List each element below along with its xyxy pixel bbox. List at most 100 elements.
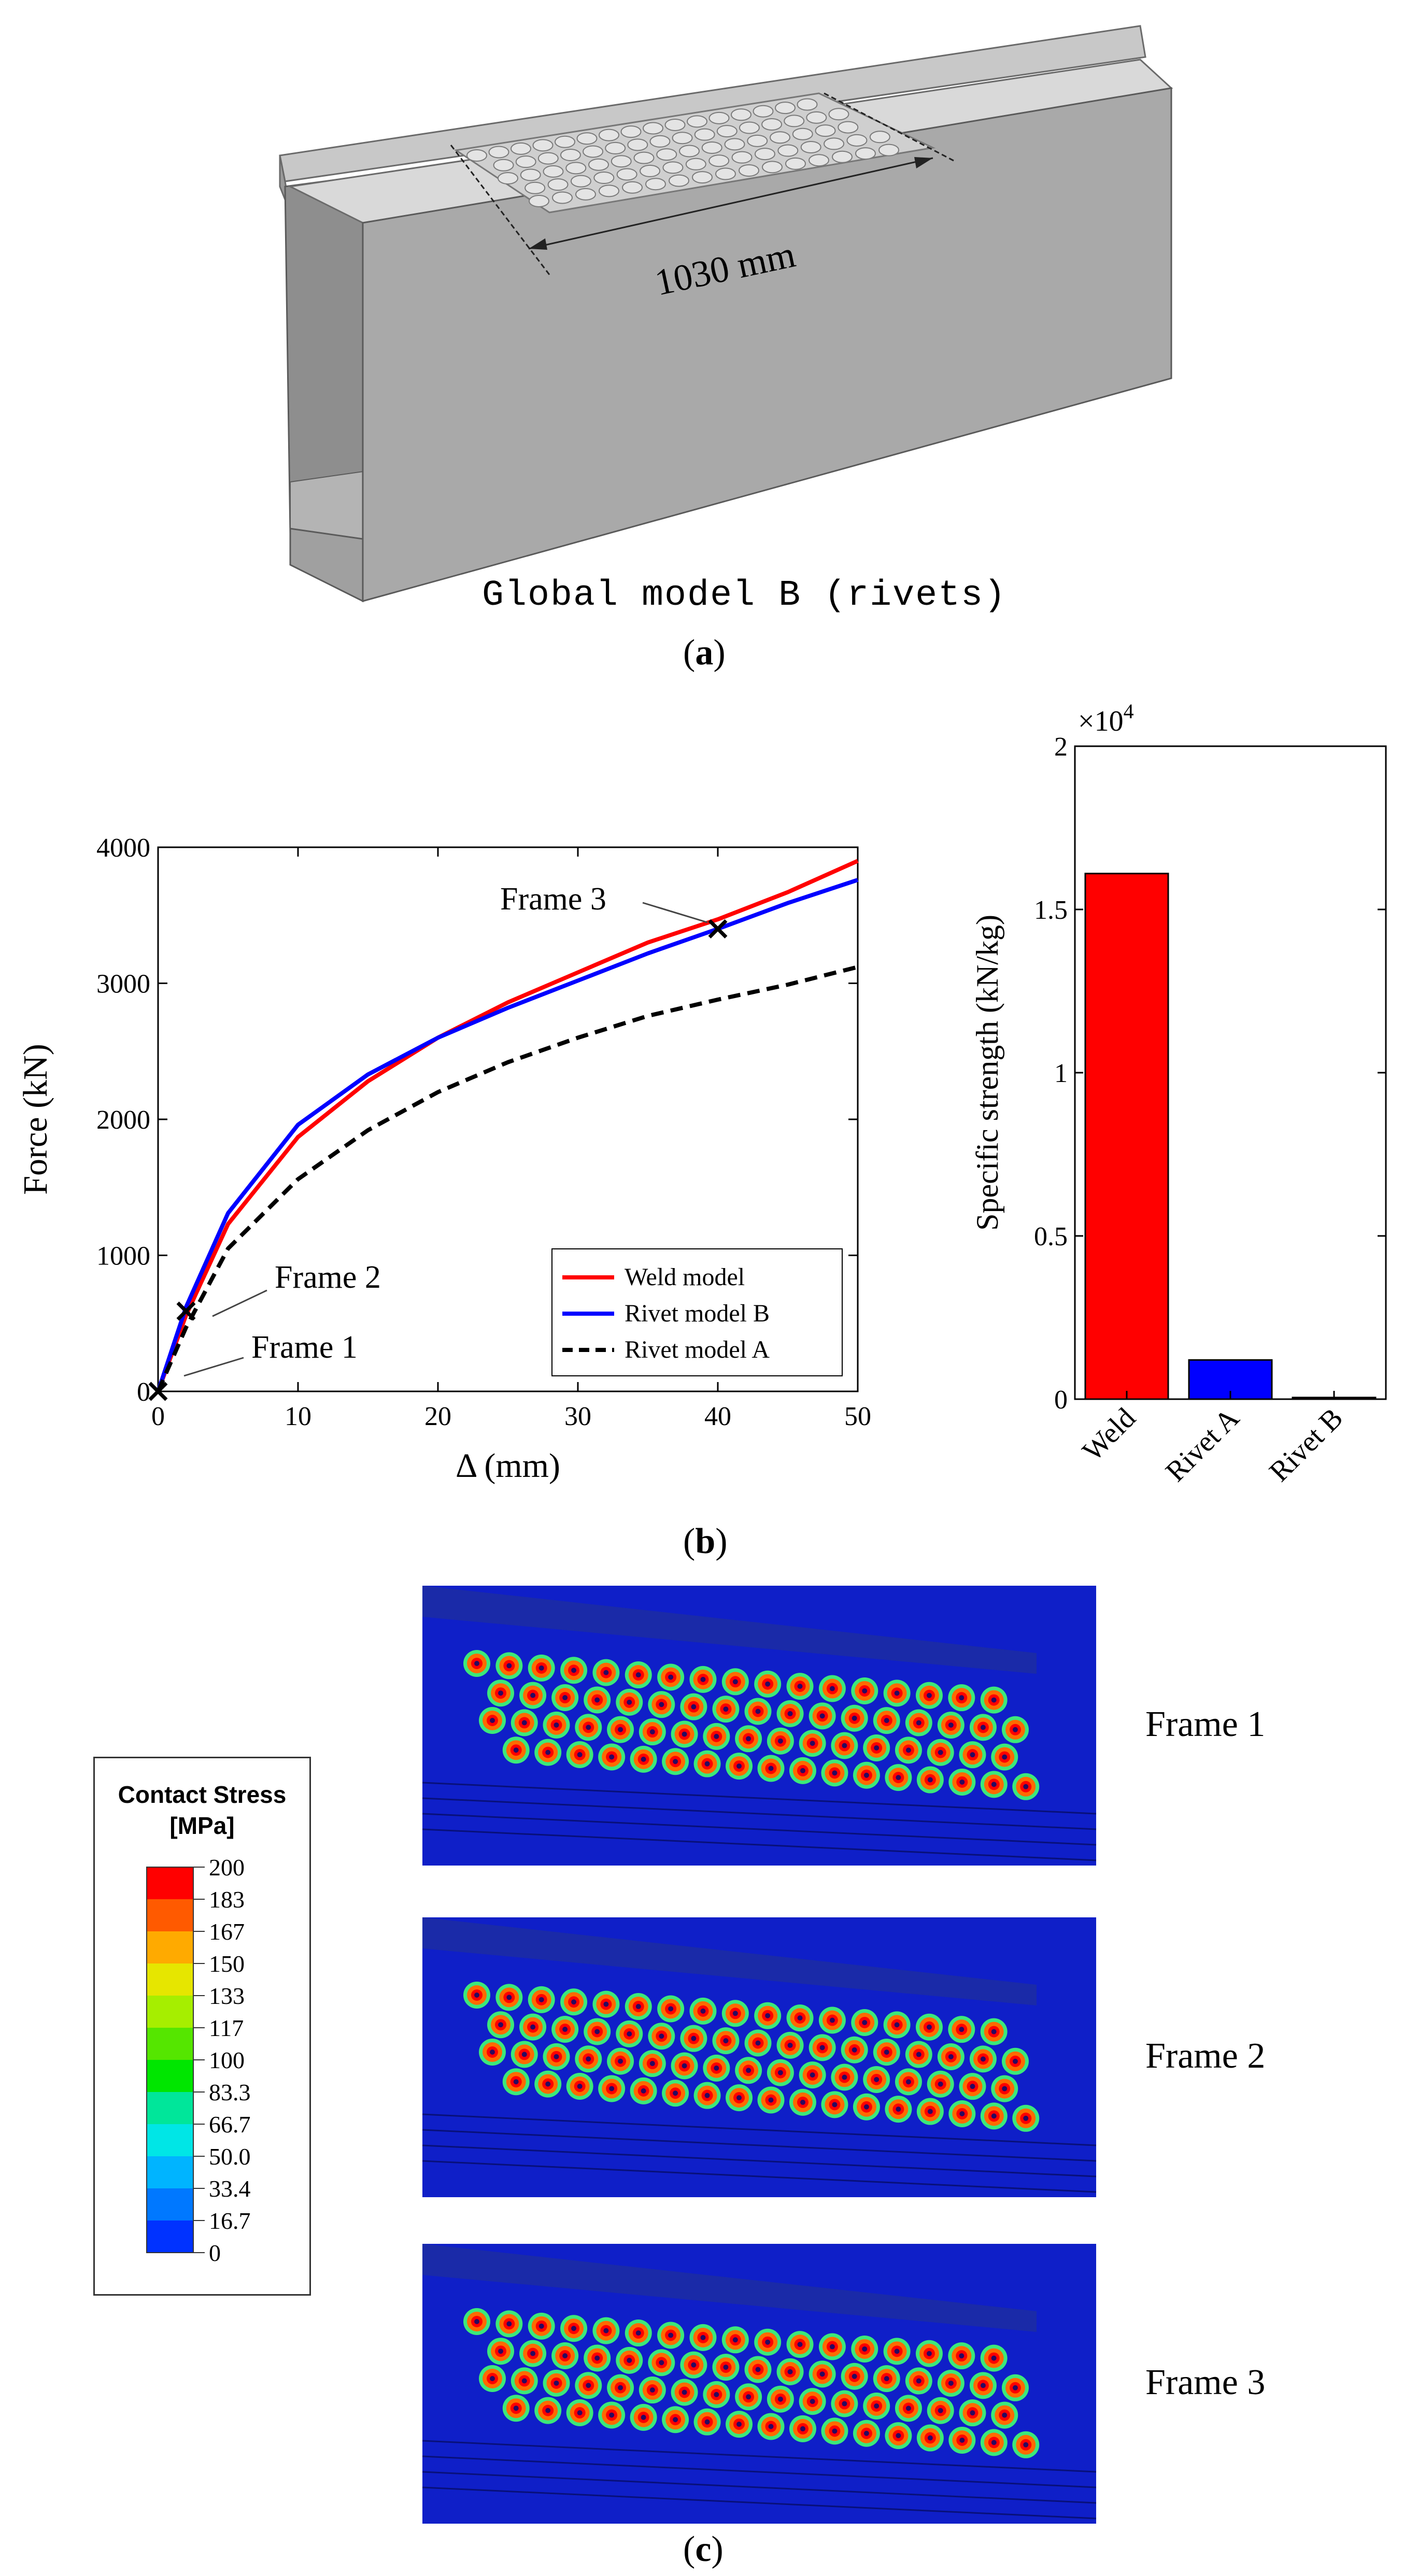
stress-ring [841, 2036, 868, 2063]
dimension-line [528, 157, 933, 250]
legend-label-weld: Weld model [625, 1263, 745, 1291]
stress-ring [495, 1984, 523, 2011]
contact-stress-frame-1: Frame 1 [422, 1586, 1265, 1866]
rivet-head [588, 158, 609, 171]
contact-stress-frame-2: Frame 2 [422, 1917, 1265, 2197]
stress-ring [630, 1745, 657, 1773]
stress-ring [789, 2088, 816, 2116]
stress-ring [592, 1990, 620, 2018]
rivet-head [515, 155, 536, 168]
rivet-head [547, 178, 569, 191]
rivet-head [611, 155, 632, 168]
stress-ring [625, 2319, 652, 2347]
colorbar-title: Contact Stress [MPa] [118, 1781, 287, 1839]
rivet-head [543, 165, 564, 178]
stress-ring [948, 1684, 975, 1712]
rivet-head [570, 175, 591, 188]
stress-ring [863, 2392, 890, 2420]
stress-ring [671, 2379, 698, 2406]
rivet-head [824, 137, 845, 150]
rivet-head [815, 124, 836, 137]
frame-edge [422, 2160, 1097, 2193]
colorbar-level: 150 [209, 1951, 245, 1977]
stress-ring [463, 1650, 490, 1677]
y-tick-label: 1000 [96, 1242, 150, 1271]
rivet-head [552, 191, 573, 204]
stress-ring [689, 2324, 717, 2351]
stress-ring [885, 2422, 912, 2450]
bar-category-label: Rivet B [1263, 1402, 1349, 1488]
rivet-head [622, 181, 643, 194]
stress-ring [671, 1720, 698, 1748]
rivet-head [620, 125, 642, 138]
colorbar-level: 183 [209, 1886, 245, 1913]
stress-ring [937, 2369, 965, 2397]
rivet-head [692, 171, 713, 184]
rivet-head [846, 134, 868, 147]
stress-ring [916, 2098, 944, 2125]
stress-ring [662, 1748, 689, 1775]
stress-ring [863, 2066, 890, 2093]
y-tick-label: 4000 [96, 833, 150, 863]
colorbar-swatch [147, 2060, 193, 2092]
stress-ring [735, 2057, 762, 2084]
dimension-arrow-right [914, 157, 933, 168]
rivet-head [775, 102, 796, 115]
frame-flange [422, 2244, 1037, 2332]
stress-ring [841, 2362, 868, 2390]
stress-ring [519, 2013, 547, 2041]
colorbar-level: 83.3 [209, 2079, 251, 2105]
stress-ring [566, 1741, 593, 1769]
colorbar-swatch [147, 1867, 193, 1899]
series-line-weld-model [156, 859, 859, 1392]
rivet-head [498, 172, 518, 184]
stress-ring [831, 2063, 858, 2091]
stress-ring [853, 1761, 880, 1789]
rivet-head [575, 188, 596, 201]
colorbar-swatch [147, 1996, 193, 2028]
rivet-head [753, 105, 774, 118]
colorbar-level: 133 [209, 1983, 245, 2009]
stress-ring [821, 1759, 848, 1787]
stress-ring [863, 1734, 890, 1761]
rivet-head [878, 144, 899, 156]
stress-ring [693, 2082, 721, 2109]
frame-flange [422, 1917, 1037, 2005]
stress-ring [969, 2372, 997, 2399]
rivet-head [739, 121, 760, 134]
stress-ring [703, 1723, 730, 1750]
rivet-head [645, 178, 666, 191]
rivet-head [785, 157, 806, 170]
stress-ring [721, 2326, 749, 2354]
stress-ring [885, 1764, 912, 1791]
model-caption: Global model B (rivets) [482, 575, 1007, 616]
legend-label-rivet-b: Rivet model B [625, 1300, 770, 1327]
stress-ring [680, 2025, 707, 2052]
stress-ring [927, 1739, 954, 1766]
stress-ring [969, 2045, 997, 2073]
legend-label-rivet-a: Rivet model A [625, 1336, 770, 1363]
stress-ring [821, 2417, 848, 2445]
stress-ring [980, 1771, 1008, 1798]
stress-ring [754, 2002, 782, 2029]
stress-ring [551, 2342, 579, 2370]
stress-ring [616, 1688, 643, 1716]
stress-ring [948, 1768, 976, 1796]
y-tick-label: 2000 [96, 1105, 150, 1135]
stress-ring [831, 2390, 858, 2417]
stress-ring [915, 1682, 943, 1709]
colorbar-level: 33.4 [209, 2175, 251, 2202]
bar-exponent-label: ×104 [1078, 700, 1134, 737]
stress-ring [799, 1730, 826, 1757]
x-tick-label: 30 [564, 1402, 591, 1431]
stress-ring [789, 2415, 816, 2442]
rivet-head [800, 140, 821, 153]
stress-ring [757, 1755, 785, 1782]
frame-edge [422, 1797, 1097, 1830]
stress-ring [767, 2385, 794, 2413]
colorbar-box: Contact Stress [MPa] 200 183 167 150 133 117 1… [93, 1757, 311, 2296]
stress-ring [776, 1700, 804, 1727]
rivet-head [672, 132, 693, 145]
stress-ring [726, 2084, 753, 2112]
stress-ring [712, 2354, 740, 2381]
